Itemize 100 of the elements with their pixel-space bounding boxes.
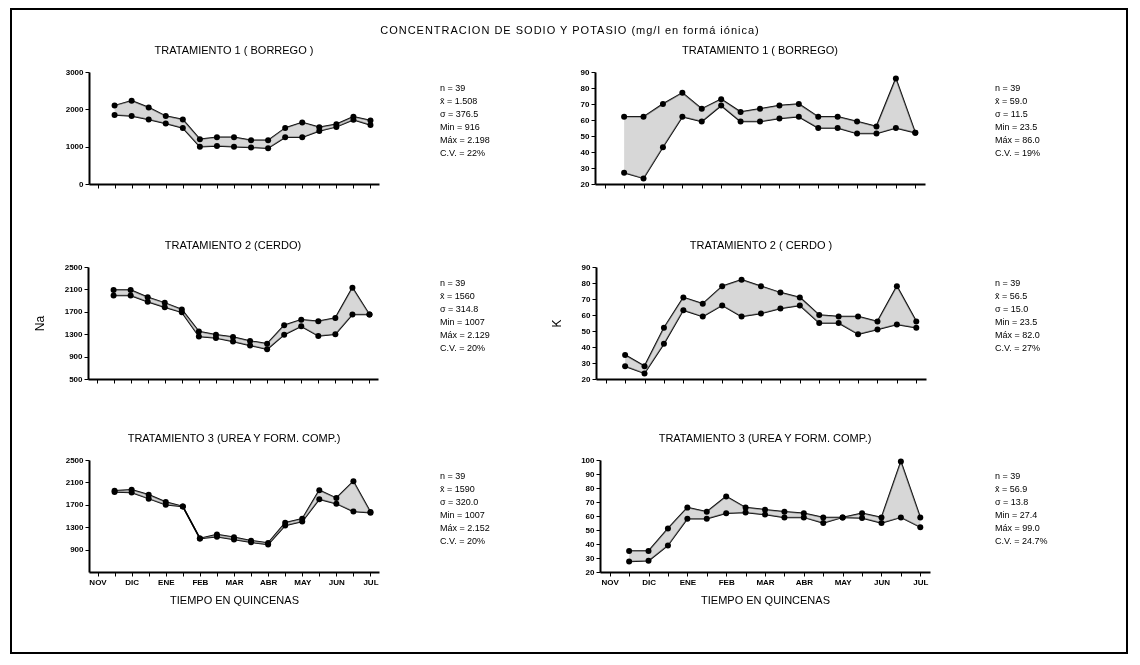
x-axis-title: TIEMPO EN QUINCENAS [170, 593, 299, 606]
y-tick-label: 500 [69, 374, 84, 384]
y-tick-label: 40 [580, 147, 591, 157]
x-tick-label: MAY [294, 577, 312, 587]
y-tick-label: 3000 [65, 67, 85, 77]
y-tick-label: 20 [580, 179, 591, 189]
y-tick-label: 2000 [65, 104, 85, 114]
x-tick-label: FEB [192, 577, 209, 587]
text: σ = 320.0 [440, 496, 480, 509]
y-tick-label: 40 [581, 342, 592, 352]
y-tick-label: 50 [585, 525, 596, 535]
text: C.V. = 22% [440, 147, 486, 160]
y-tick-label: 80 [585, 483, 596, 493]
text: Min = 1007 [440, 509, 486, 522]
text: C.V. = 20% [440, 342, 486, 355]
text: Máx = 86.0 [995, 134, 1040, 147]
y-tick-label: 1000 [65, 142, 85, 152]
y-tick-label: 80 [581, 278, 592, 288]
y-tick-label: 70 [585, 497, 596, 507]
text: C.V. = 20% [440, 535, 486, 548]
text: C.V. = 19% [995, 147, 1040, 160]
text: x̄ = 1.508 [440, 95, 479, 108]
text: n = 39 [440, 470, 467, 483]
text: σ = 314.8 [440, 303, 480, 316]
text: x̄ = 59.0 [995, 95, 1029, 108]
y-tick-label: 40 [585, 539, 596, 549]
chart-title: TRATAMIENTO 1 ( BORREGO) [682, 44, 838, 56]
text: Máx = 2.198 [440, 134, 490, 147]
text: Min = 916 [440, 121, 481, 134]
text: C.V. = 27% [995, 342, 1040, 355]
y-tick-label: 90 [585, 469, 596, 479]
text: CONCENTRACION DE SODIO Y POTASIO (mg/l en formá iónica) [379, 24, 761, 36]
y-axis-title: K [549, 319, 564, 328]
y-tick-label: 900 [69, 352, 84, 362]
x-tick-label: DIC [642, 577, 657, 587]
x-tick-label: NOV [601, 577, 620, 587]
x-tick-label: MAR [756, 577, 775, 587]
y-axis-title: Na [32, 315, 47, 332]
text: σ = 15.0 [995, 303, 1030, 316]
chart-title: TRATAMIENTO 3 (UREA Y FORM. COMP.) [127, 432, 341, 444]
y-tick-label: 60 [585, 511, 596, 521]
y-tick-label: 900 [70, 545, 85, 555]
x-tick-label: JUN [328, 577, 346, 587]
y-tick-label: 70 [581, 294, 592, 304]
y-tick-label: 30 [580, 163, 591, 173]
x-axis-title: TIEMPO EN QUINCENAS [701, 593, 830, 606]
y-tick-label: 1300 [64, 329, 84, 339]
x-tick-label: ENE [158, 577, 176, 587]
x-tick-label: JUN [873, 577, 891, 587]
x-tick-label: DIC [125, 577, 140, 587]
text: Min = 27.4 [995, 509, 1039, 522]
x-tick-label: ABR [795, 577, 814, 587]
chart-title: TRATAMIENTO 2 ( CERDO ) [689, 239, 833, 251]
y-tick-label: 2500 [64, 262, 84, 272]
text: x̄ = 1560 [440, 290, 476, 303]
y-tick-label: 2100 [64, 284, 84, 294]
x-tick-label: MAR [225, 577, 244, 587]
x-tick-label: ABR [259, 577, 278, 587]
text: n = 39 [440, 277, 467, 290]
text: n = 39 [995, 82, 1022, 95]
y-tick-label: 1700 [64, 307, 84, 317]
x-tick-label: FEB [718, 577, 735, 587]
text: Máx = 2.152 [440, 522, 490, 535]
text: n = 39 [440, 82, 467, 95]
y-tick-label: 30 [581, 358, 592, 368]
text: σ = 376.5 [440, 108, 480, 121]
y-tick-label: 20 [585, 567, 596, 577]
text: x̄ = 56.5 [995, 290, 1029, 303]
y-tick-label: 70 [580, 99, 591, 109]
x-tick-label: ENE [679, 577, 697, 587]
y-tick-label: 50 [580, 131, 591, 141]
y-tick-label: 30 [585, 553, 596, 563]
text: Máx = 2.129 [440, 329, 490, 342]
text: σ = 11.5 [995, 108, 1029, 121]
y-tick-label: 1700 [65, 500, 85, 510]
text: Min = 23.5 [995, 316, 1039, 329]
y-tick-label: 60 [581, 310, 592, 320]
y-tick-label: 60 [580, 115, 591, 125]
text: n = 39 [995, 470, 1022, 483]
y-tick-label: 20 [581, 374, 592, 384]
y-tick-label: 1300 [65, 522, 85, 532]
text: x̄ = 1590 [440, 483, 476, 496]
text: n = 39 [995, 277, 1022, 290]
x-tick-label: JUL [913, 577, 929, 587]
y-tick-label: 100 [581, 455, 596, 465]
y-tick-label: 80 [580, 83, 591, 93]
chart-title: TRATAMIENTO 2 (CERDO) [164, 239, 302, 251]
text: x̄ = 56.9 [995, 483, 1029, 496]
chart-title: TRATAMIENTO 1 ( BORREGO ) [154, 44, 314, 56]
text: Máx = 99.0 [995, 522, 1041, 535]
x-tick-label: MAY [834, 577, 853, 587]
y-tick-label: 90 [580, 67, 591, 77]
text: σ = 13.8 [995, 496, 1030, 509]
chart-title: TRATAMIENTO 3 (UREA Y FORM. COMP.) [658, 432, 872, 444]
text: Min = 23.5 [995, 121, 1039, 134]
x-tick-label: NOV [89, 577, 108, 587]
y-tick-label: 0 [79, 179, 85, 189]
y-tick-label: 2500 [65, 455, 85, 465]
x-tick-label: JUL [363, 577, 379, 587]
y-tick-label: 2100 [65, 477, 85, 487]
